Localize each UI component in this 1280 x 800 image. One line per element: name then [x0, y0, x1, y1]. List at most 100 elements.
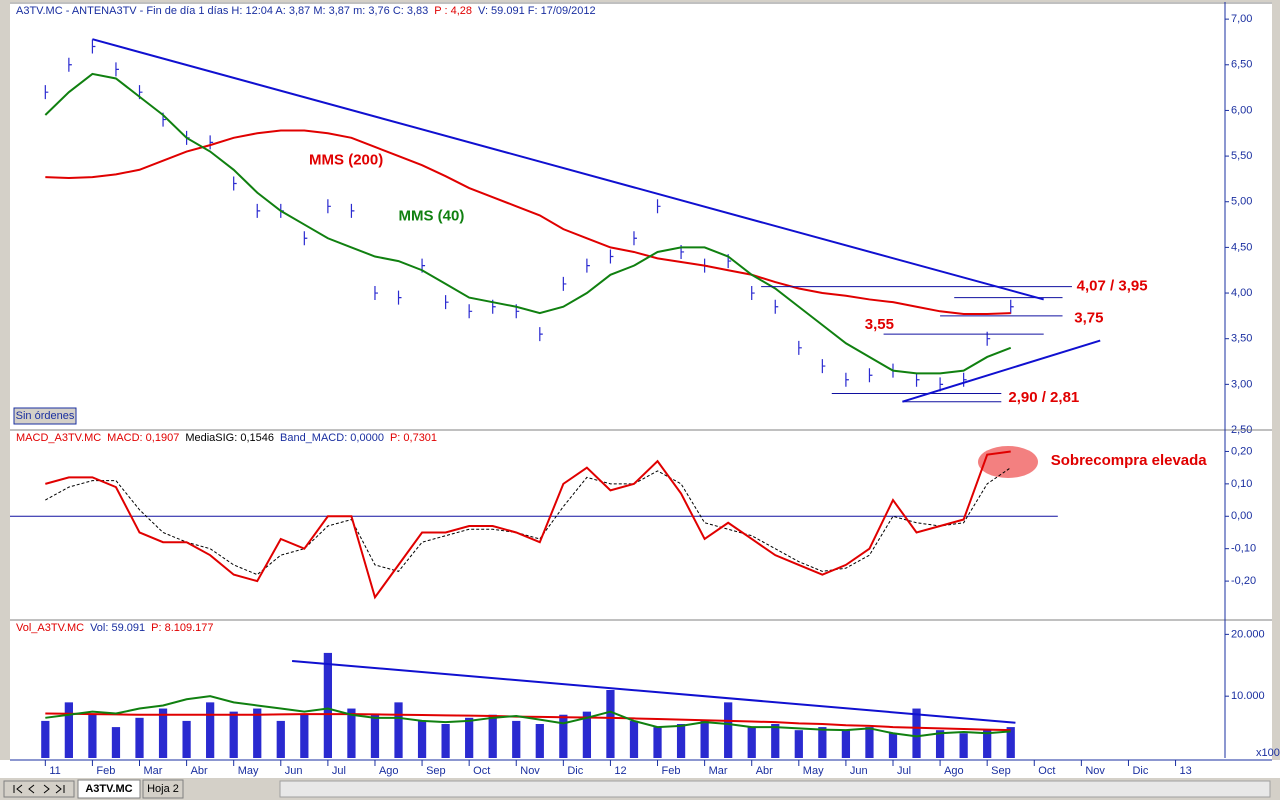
volume-bar: [512, 720, 521, 758]
x-tick-label: Oct: [1038, 765, 1055, 777]
volume-bar: [606, 690, 615, 758]
y-tick-label: 7,00: [1231, 13, 1252, 25]
volume-bar: [771, 724, 780, 758]
price-bar: [397, 290, 402, 305]
price-bar: [868, 368, 873, 383]
volume-bar: [1006, 727, 1015, 758]
volume-bar: [41, 720, 50, 758]
price-bar: [963, 372, 967, 387]
volume-bar: [229, 711, 238, 758]
volume-bar: [135, 717, 144, 758]
header-part: V: 59.091 F: 17/09/2012: [478, 5, 596, 17]
series-line: [45, 467, 1012, 576]
x-tick-label: Sep: [991, 765, 1011, 777]
nav-arrows: [13, 784, 65, 794]
volume-bar: [441, 724, 450, 758]
volume-bar: [747, 727, 756, 758]
trend-line: [292, 659, 1016, 724]
x-tick-label: Dic: [567, 765, 583, 777]
annotation: Sobrecompra elevada: [1051, 452, 1208, 469]
price-bar: [374, 286, 378, 301]
orders-button-label[interactable]: Sin órdenes: [16, 410, 75, 422]
x-tick-label: Jul: [332, 765, 346, 777]
volume-bar: [559, 714, 568, 758]
x-tick-label: May: [238, 765, 259, 777]
volume-bar: [347, 708, 356, 758]
x-tick-label: May: [803, 765, 824, 777]
volume-bar: [182, 720, 191, 758]
price-bar: [1010, 299, 1014, 314]
x-tick-label: Nov: [520, 765, 540, 777]
price-bar: [303, 231, 308, 246]
volume-bar: [394, 702, 403, 758]
price-bar: [562, 276, 567, 291]
volume-bar: [653, 727, 662, 758]
series-line: [45, 129, 1011, 316]
price-bar: [915, 372, 920, 387]
tab-active[interactable]: [77, 779, 141, 799]
x-tick-label: Feb: [96, 765, 115, 777]
volume-bar: [206, 702, 215, 758]
highlight: [978, 446, 1038, 478]
price-bar: [91, 39, 96, 54]
chart-area: [10, 2, 1272, 778]
volume-bar: [582, 711, 592, 758]
volume-bar: [888, 733, 898, 758]
volume-bar: [488, 714, 497, 758]
price-bar: [774, 299, 779, 314]
volume-bar: [724, 702, 733, 758]
volume-bar: [865, 727, 874, 758]
panel-header: MACD_A3TV.MC MACD: 0,1907 MediaSIG: 0,1546…: [16, 432, 437, 444]
price-bar: [633, 231, 637, 246]
tab-label[interactable]: A3TV.MC: [85, 783, 132, 795]
annotation: 3,75: [1074, 310, 1103, 327]
x-tick-label: 11: [49, 765, 60, 777]
x-tick-label: Jun: [285, 765, 303, 777]
header-part: Vol_A3TV.MC: [16, 622, 84, 634]
price-bar: [468, 304, 473, 319]
price-bar: [609, 249, 614, 264]
annotation: 4,07 / 3,95: [1077, 278, 1148, 295]
volume-bar: [700, 720, 709, 758]
price-bar: [350, 203, 355, 218]
y-tick-label: 10.000: [1231, 690, 1265, 702]
volume-bar: [370, 714, 380, 758]
header-part: MediaSIG: 0,1546: [185, 432, 274, 444]
volume-bar: [253, 708, 262, 758]
price-bar: [445, 295, 449, 310]
price-bar: [539, 327, 543, 342]
volume-bar: [794, 730, 803, 758]
header-part: P: 8.109.177: [151, 622, 213, 634]
header-part: Vol: 59.091: [90, 622, 145, 634]
x-tick-label: 12: [614, 765, 626, 777]
x-tick-label: 13: [1180, 765, 1192, 777]
volume-bar: [323, 652, 332, 758]
x-tick-label: Mar: [144, 765, 163, 777]
annotation: 3,55: [865, 316, 894, 333]
x-tick-label: Ago: [944, 765, 964, 777]
y-tick-label: 4,00: [1231, 287, 1252, 299]
orders-button[interactable]: [13, 407, 77, 425]
price-bar: [798, 340, 802, 355]
annotation: 2,90 / 2,81: [1008, 389, 1079, 406]
volume-bar: [912, 708, 921, 758]
scrollbar[interactable]: [279, 780, 1271, 798]
price-bar: [256, 203, 261, 218]
y-tick-label: -0,20: [1231, 575, 1256, 587]
volume-bar: [629, 720, 639, 758]
tab[interactable]: [142, 779, 184, 799]
volume-bar: [959, 733, 968, 758]
x-tick-label: Oct: [473, 765, 490, 777]
tab-label[interactable]: Hoja 2: [147, 783, 179, 795]
volume-bar: [676, 724, 686, 758]
volume-bar: [88, 714, 97, 758]
volume-bar: [535, 724, 544, 758]
volume-bar: [841, 730, 851, 758]
volume-bar: [818, 727, 827, 758]
price-bar: [44, 85, 49, 100]
volume-bar: [465, 717, 474, 758]
y-tick-label: 0,20: [1231, 445, 1252, 457]
header-part: A3TV.MC - ANTENA3TV - Fin de día 1 días …: [16, 5, 428, 17]
volume-bar: [64, 702, 73, 758]
